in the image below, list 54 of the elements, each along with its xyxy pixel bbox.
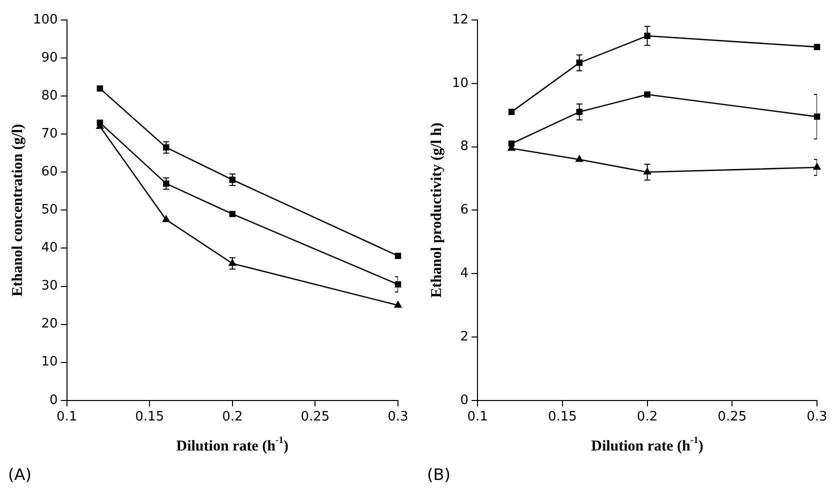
- y-tick-label: 20: [41, 316, 58, 332]
- point: [394, 252, 402, 259]
- y-tick-label: 10: [41, 354, 58, 370]
- y-tick-label: 50: [41, 202, 58, 218]
- point: [644, 32, 650, 39]
- point: [229, 210, 236, 218]
- point: [508, 140, 515, 147]
- y-tick-label: 60: [41, 164, 58, 180]
- y-tick-label: 90: [41, 50, 58, 66]
- point: [163, 180, 170, 187]
- point: [96, 85, 104, 92]
- point: [96, 120, 104, 126]
- y-axis-title: Ethanol productivity (g/l h): [428, 122, 445, 298]
- text: (B): [427, 465, 450, 484]
- x-tick-label: 0.15: [548, 410, 577, 425]
- point: [394, 281, 402, 288]
- point: [644, 168, 651, 175]
- y-tick-label: 10: [452, 76, 469, 91]
- point: [228, 259, 236, 266]
- x-tick-label: 0.15: [135, 410, 164, 425]
- point: [813, 163, 821, 170]
- point: [576, 108, 583, 116]
- point: [163, 144, 170, 151]
- x-tick-label: 0.1: [56, 410, 78, 425]
- y-tick-label: 2: [460, 329, 469, 344]
- point: [394, 301, 402, 308]
- y-tick-label: 30: [41, 278, 58, 294]
- point: [644, 91, 650, 98]
- point: [576, 155, 584, 162]
- y-tick-label: 6: [460, 202, 469, 218]
- y-tick-label: 80: [41, 88, 58, 104]
- y-tick-label: 8: [460, 139, 469, 154]
- y-tick-label: 70: [41, 126, 58, 142]
- y-tick-label: 4: [460, 266, 469, 281]
- y-axis-title: Ethanol concentration (g/l): [10, 124, 26, 296]
- x-tick-label: 0.2: [222, 410, 243, 425]
- point: [162, 216, 170, 222]
- y-tick-label: 40: [41, 240, 58, 256]
- x-tick-label: 0.25: [718, 410, 747, 425]
- point: [814, 44, 820, 50]
- x-tick-label: 0.3: [388, 410, 408, 425]
- y-tick-label: 100: [32, 12, 58, 28]
- point: [576, 60, 583, 66]
- y-tick-label: 0: [50, 392, 58, 408]
- y-tick-label: 12: [452, 12, 469, 28]
- point: [229, 176, 236, 183]
- x-tick-label: 0.25: [300, 410, 330, 425]
- point: [508, 108, 515, 116]
- text: (A): [8, 465, 32, 484]
- point: [814, 114, 820, 120]
- x-tick-label: 0.3: [806, 410, 828, 425]
- x-tick-label: 0.1: [467, 410, 488, 425]
- y-tick-label: 0: [460, 392, 469, 408]
- x-tick-label: 0.2: [636, 410, 658, 425]
